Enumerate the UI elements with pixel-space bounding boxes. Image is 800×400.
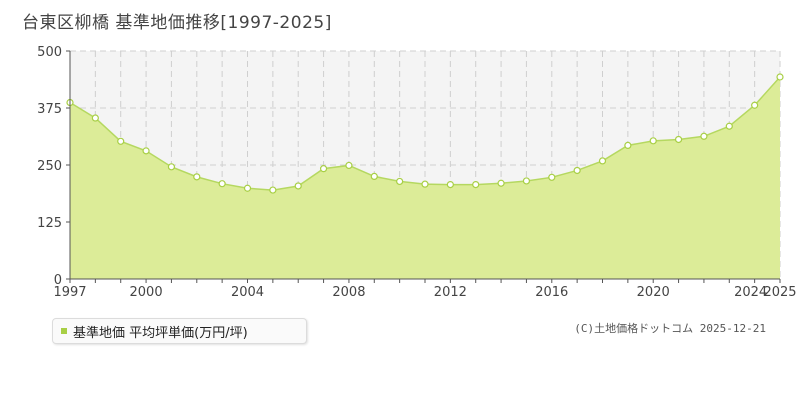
x-tick-label: 2008 [332,285,365,300]
data-point [522,177,531,185]
data-point [472,181,480,189]
series-area [70,76,780,279]
data-point [725,122,733,130]
data-point [167,163,176,171]
data-point [269,186,277,194]
y-tick-label: 500 [37,45,62,60]
data-point [319,165,328,173]
data-point [421,180,429,188]
data-point [497,179,505,187]
data-point [649,137,657,145]
data-point [700,132,708,140]
data-point [624,141,632,149]
data-point [548,173,556,181]
data-point [396,177,404,186]
data-point [776,73,784,81]
data-point [751,101,759,109]
chart-legend: 基準地価 平均坪単価(万円/坪) [52,318,307,344]
land-price-chart: 0 125 250 375 500 1997 2000 2004 2008 2012 2016 202… [37,45,796,300]
data-point [573,166,581,175]
x-tick-label: 2020 [637,285,670,300]
x-tick-label: 2004 [231,285,264,300]
y-tick-label: 125 [37,216,62,231]
data-point [446,181,454,189]
data-point [674,135,683,144]
y-tick-label: 375 [37,102,62,117]
data-point [243,184,252,192]
legend-swatch [61,328,67,334]
data-point [294,182,302,190]
data-point [598,157,607,165]
data-point [370,172,378,180]
x-tick-label: 1997 [53,285,86,300]
data-point [117,137,125,145]
data-point [345,161,353,170]
copyright-notice: (C)土地価格ドットコム 2025-12-21 [574,322,766,335]
data-point [91,114,99,122]
x-tick-label: 2000 [130,285,163,300]
x-tick-label: 2024 [734,285,767,300]
data-point [142,147,150,155]
legend-label: 基準地価 平均坪単価(万円/坪) [73,325,248,341]
data-point [218,180,226,188]
chart-title: 台東区柳橋 基準地価推移[1997-2025] [22,13,332,33]
y-tick-label: 250 [37,159,62,174]
x-tick-label: 2025 [763,285,796,300]
y-tick-label: 0 [54,273,62,288]
x-tick-label: 2016 [535,285,568,300]
data-point [193,173,201,181]
x-tick-label: 2012 [434,285,467,300]
